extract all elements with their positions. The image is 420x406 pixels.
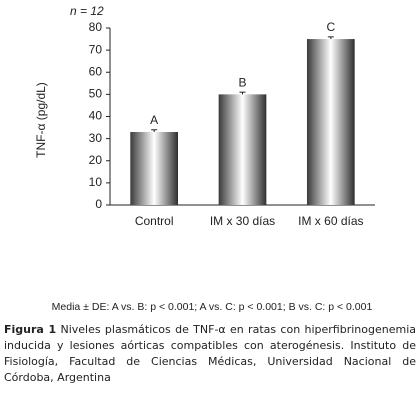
caption: Figura 1 Niveles plasmáticos de TNF-α en…: [4, 322, 416, 386]
y-tick-label: 0: [95, 197, 102, 211]
y-tick-label: 40: [89, 109, 103, 123]
y-tick-label: 80: [89, 20, 103, 34]
x-tick-label: IM x 30 días: [210, 214, 275, 228]
sample-size: n = 12: [70, 4, 104, 18]
y-tick-label: 20: [89, 153, 103, 167]
significance-letter: C: [326, 20, 335, 34]
x-tick-label: IM x 60 días: [298, 214, 363, 228]
caption-label: Figura 1: [4, 323, 57, 336]
y-axis-label: TNF-α (pg/dL): [34, 82, 48, 158]
significance-letter: B: [238, 75, 246, 89]
bar: [218, 94, 267, 205]
bar: [306, 39, 355, 205]
y-tick-label: 70: [89, 42, 103, 56]
y-tick-label: 60: [89, 64, 103, 78]
y-tick-label: 30: [89, 131, 103, 145]
chart: n = 12 TNF-α (pg/dL) Media ± DE: A vs. B…: [34, 4, 375, 313]
y-tick-label: 10: [89, 175, 103, 189]
significance-letter: A: [150, 113, 158, 127]
x-tick-label: Control: [135, 214, 174, 228]
y-tick-label: 50: [89, 87, 103, 101]
footnote: Media ± DE: A vs. B: p < 0.001; A vs. C:…: [52, 301, 373, 313]
bar: [130, 131, 179, 205]
caption-text: Niveles plasmáticos de TNF-α en ratas co…: [4, 323, 416, 384]
